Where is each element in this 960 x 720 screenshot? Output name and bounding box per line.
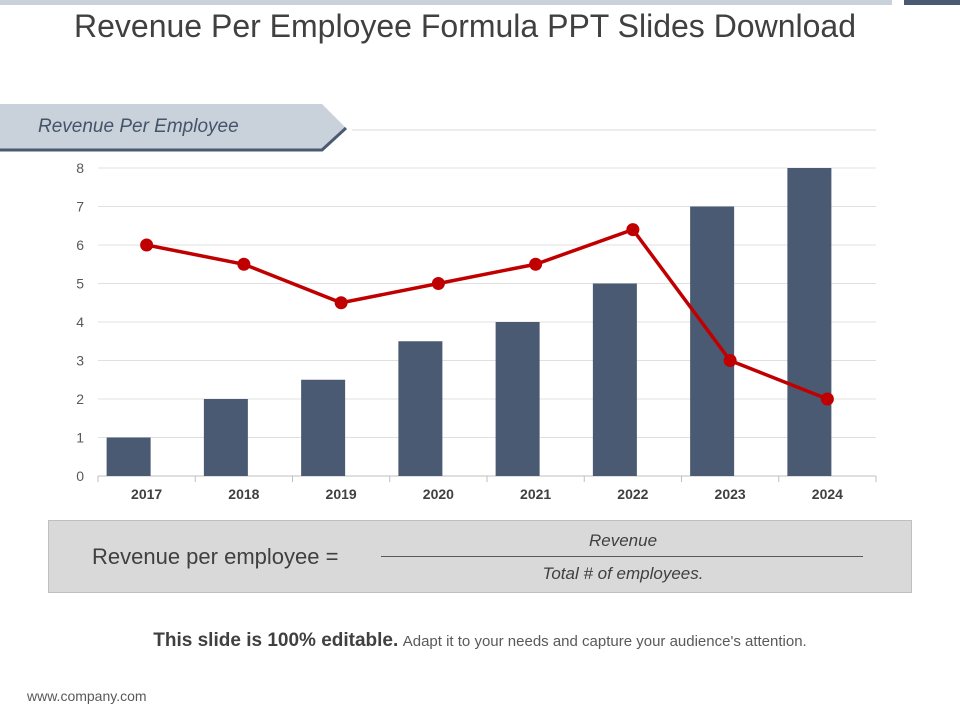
y-tick-label: 2	[76, 391, 84, 407]
bar	[787, 168, 832, 476]
bar	[690, 206, 735, 476]
x-tick-label: 2024	[812, 486, 843, 502]
x-tick-label: 2021	[520, 486, 551, 502]
tab-label: Revenue Per Employee	[38, 116, 239, 137]
caption-bold: This slide is 100% editable.	[153, 630, 399, 651]
y-tick-label: 1	[76, 430, 84, 446]
formula-denominator: Total # of employees.	[542, 564, 704, 583]
line-point	[723, 354, 737, 367]
bar	[592, 283, 637, 476]
line-point	[237, 257, 251, 271]
section-tab: Revenue Per Employee	[0, 104, 350, 159]
line-point	[140, 238, 154, 252]
formula-lhs: Revenue per employee =	[92, 544, 339, 569]
bar	[106, 437, 151, 476]
chart: 0 1 2 3 4 5 6 7 8 2017 2018 2019 2020 2021 2022 2023 202…	[76, 129, 877, 502]
x-tick-label: 2017	[131, 486, 162, 502]
line-point	[626, 223, 640, 237]
bar	[398, 341, 443, 476]
y-tick-label: 8	[76, 160, 84, 176]
x-tick-label: 2023	[715, 486, 746, 502]
formula-numerator: Revenue	[588, 531, 658, 550]
y-tick-label: 4	[76, 314, 84, 330]
line-point	[820, 392, 834, 406]
caption-rest: Adapt it to your needs and capture your …	[402, 633, 807, 650]
y-tick-label: 6	[76, 237, 84, 253]
line-point	[529, 257, 543, 271]
formula-box: Revenue per employee = Revenue Total # o…	[48, 520, 912, 593]
bar	[495, 322, 540, 476]
line-point	[431, 277, 445, 290]
tab-shape	[0, 104, 348, 152]
bar	[301, 379, 346, 476]
y-tick-label: 7	[76, 199, 84, 215]
top-accent-block	[904, 0, 960, 5]
line-series	[146, 227, 829, 401]
x-tick-label: 2018	[228, 486, 259, 502]
x-tick-label: 2022	[617, 486, 648, 502]
top-accent-bar	[0, 0, 892, 5]
x-tick-label: 2020	[423, 486, 454, 502]
y-tick-label: 3	[76, 353, 84, 369]
line-point	[334, 296, 348, 310]
y-tick-label: 0	[76, 468, 84, 484]
bar	[203, 399, 248, 476]
fraction-line	[381, 556, 863, 557]
footer-url: www.company.com	[27, 688, 147, 704]
caption: This slide is 100% editable. Adapt it to…	[0, 630, 960, 652]
x-tick-label: 2019	[326, 486, 357, 502]
y-tick-label: 5	[76, 276, 84, 292]
page-title: Revenue Per Employee Formula PPT Slides …	[73, 8, 856, 44]
